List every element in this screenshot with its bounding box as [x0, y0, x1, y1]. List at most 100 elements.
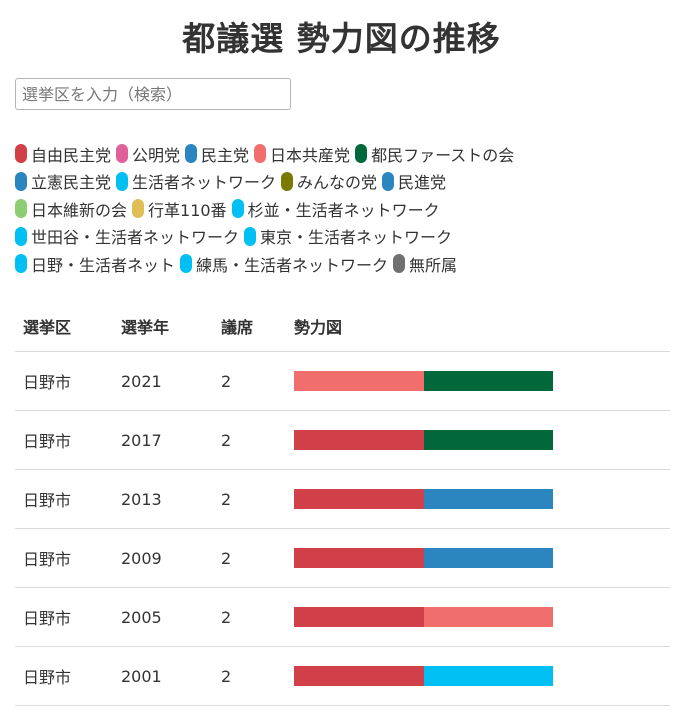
header-power-map: 勢力図: [294, 317, 343, 337]
legend-swatch: [15, 226, 27, 246]
legend-swatch: [116, 171, 129, 191]
legend-label: 練馬・生活者ネットワーク: [196, 255, 389, 275]
table-row: 日野市 2013 2: [15, 469, 670, 529]
legend-label: みんなの党: [297, 173, 378, 193]
legend-label: 日野・生活者ネット: [31, 255, 176, 275]
seats-cell: 2: [221, 351, 294, 411]
seat-segment: [423, 666, 553, 686]
legend-item: みんなの党: [281, 169, 377, 193]
legend-item: 自由民主党: [15, 142, 111, 166]
legend-row: 日野・生活者ネット 練馬・生活者ネットワーク 無所属: [15, 250, 675, 278]
legend-swatch: [185, 144, 198, 164]
legend-row: 立憲民主党 生活者ネットワーク みんなの党 民進党: [15, 168, 675, 196]
seats-cell: 2: [221, 646, 294, 706]
table-row: 日野市 2017 2: [15, 410, 670, 470]
legend-swatch: [231, 199, 244, 219]
legend-label: 民進党: [398, 173, 447, 193]
table-row: 日野市 2005 2: [15, 587, 670, 647]
seat-segment: [294, 371, 424, 391]
legend-label: 日本共産党: [270, 145, 351, 165]
legend-item: 世田谷・生活者ネットワーク: [15, 224, 239, 248]
legend-label: 無所属: [409, 255, 458, 275]
legend-label: 行革110番: [148, 200, 227, 220]
seats-cell: 2: [221, 528, 294, 588]
legend-item: 立憲民主党: [15, 169, 111, 193]
seat-segment: [294, 607, 424, 627]
seats-cell: 2: [221, 410, 294, 470]
legend-swatch: [254, 144, 267, 164]
year-cell: 2017: [121, 410, 221, 470]
legend-label: 公明党: [132, 145, 181, 165]
legend-swatch: [15, 171, 27, 191]
legend-item: 日野・生活者ネット: [15, 252, 175, 276]
table-row: 日野市 2021 2: [15, 351, 670, 411]
legend-label: 生活者ネットワーク: [132, 173, 277, 193]
table-row: 日野市 2009 2: [15, 528, 670, 588]
legend-swatch: [15, 199, 27, 219]
district-cell: 日野市: [15, 351, 121, 411]
legend-swatch: [244, 226, 257, 246]
legend-item: 日本共産党: [254, 142, 350, 166]
legend-row: 世田谷・生活者ネットワーク 東京・生活者ネットワーク: [15, 223, 675, 251]
power-map-cell: [294, 528, 670, 588]
legend-swatch: [15, 144, 27, 164]
legend-item: 公明党: [116, 142, 180, 166]
header-seats: 議席: [221, 317, 254, 337]
search-input[interactable]: [15, 78, 291, 110]
seat-bar: [294, 666, 553, 686]
legend-label: 立憲民主党: [31, 173, 112, 193]
seat-segment: [423, 548, 553, 568]
seat-segment: [423, 371, 553, 391]
seat-segment: [294, 666, 424, 686]
legend-item: 無所属: [393, 252, 457, 276]
legend-swatch: [281, 171, 294, 191]
power-map-cell: [294, 410, 670, 470]
legend-row: 日本維新の会 行革110番 杉並・生活者ネットワーク: [15, 195, 675, 223]
seat-segment: [423, 607, 553, 627]
legend-item: 生活者ネットワーク: [116, 169, 276, 193]
seats-cell: 2: [221, 469, 294, 529]
legend-swatch: [382, 171, 395, 191]
legend-swatch: [132, 199, 145, 219]
power-map-cell: [294, 587, 670, 647]
legend-swatch: [180, 254, 193, 274]
legend-swatch: [355, 144, 368, 164]
party-legend: 自由民主党 公明党 民主党 日本共産党 都民ファーストの会立憲民主党 生活者ネットワークみ…: [15, 140, 675, 278]
table-header-row: 選挙区 選挙年 議席 勢力図: [15, 300, 670, 352]
legend-item: 日本維新の会: [15, 197, 127, 221]
seat-segment: [423, 489, 553, 509]
legend-label: 民主党: [201, 145, 250, 165]
legend-item: 民進党: [382, 169, 446, 193]
legend-label: 東京・生活者ネットワーク: [260, 228, 453, 248]
district-cell: 日野市: [15, 410, 121, 470]
legend-swatch: [15, 254, 27, 274]
legend-item: 民主党: [185, 142, 249, 166]
year-cell: 2013: [121, 469, 221, 529]
page-title: 都議選 勢力図の推移: [182, 19, 501, 58]
seat-segment: [294, 548, 424, 568]
legend-label: 世田谷・生活者ネットワーク: [31, 228, 240, 248]
seat-bar: [294, 607, 553, 627]
power-map-cell: [294, 646, 670, 706]
header-year: 選挙年: [121, 317, 170, 337]
power-map-cell: [294, 351, 670, 411]
seats-cell: 2: [221, 587, 294, 647]
seat-bar: [294, 371, 553, 391]
seat-segment: [423, 430, 553, 450]
legend-label: 日本維新の会: [31, 200, 128, 220]
district-cell: 日野市: [15, 528, 121, 588]
table-row: 日野市 2001 2: [15, 646, 670, 706]
legend-item: 杉並・生活者ネットワーク: [231, 197, 440, 221]
header-district: 選挙区: [23, 317, 72, 337]
seat-bar: [294, 548, 553, 568]
table-body: 日野市 2021 2 日野市 2017 2 日野市 2013 2 日野市 2009 2 日野市 2005 2…: [15, 351, 670, 706]
seat-segment: [294, 430, 424, 450]
district-cell: 日野市: [15, 469, 121, 529]
legend-row: 自由民主党 公明党 民主党 日本共産党 都民ファーストの会: [15, 140, 675, 168]
legend-label: 都民ファーストの会: [371, 145, 515, 165]
district-cell: 日野市: [15, 587, 121, 647]
power-map-cell: [294, 469, 670, 529]
year-cell: 2005: [121, 587, 221, 647]
legend-item: 都民ファーストの会: [355, 142, 514, 166]
